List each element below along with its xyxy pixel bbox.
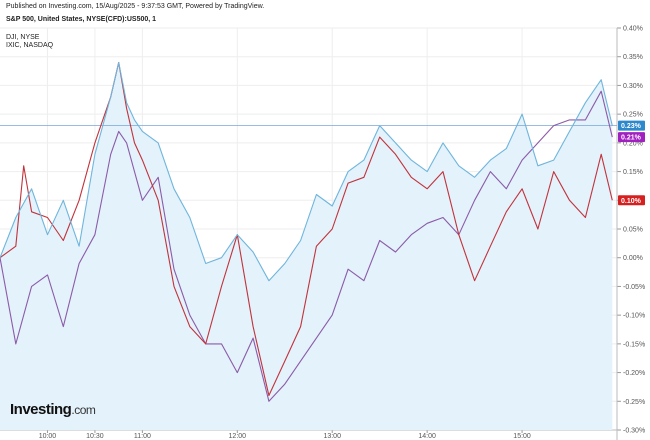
y-tick-label: 0.35% [623,54,643,61]
y-tick-label: -0.30% [623,428,645,435]
y-tick-label: -0.25% [623,399,645,406]
y-tick-label: 0.05% [623,227,643,234]
published-caption: Published on Investing.com, 15/Aug/2025 … [6,3,265,10]
dji-line [0,61,613,397]
badge-sp500 [618,120,645,131]
ixic-line [0,90,613,402]
x-tick-label: 11:00 [134,433,151,440]
legend-ixic: IXIC, NASDAQ [6,42,54,49]
badge-ixic-label: 0.21% [621,135,642,142]
y-tick-label: 0.40% [623,26,643,33]
brand-name: Investing [10,401,72,418]
badge-sp500-label: 0.23% [621,123,642,130]
x-tick-label: 10:30 [86,433,104,440]
y-tick-label: -0.05% [623,284,645,291]
y-tick-label: -0.15% [623,341,645,348]
chart-title: S&P 500, United States, NYSE(CFD):US500,… [6,16,157,23]
y-tick-label: -0.20% [623,370,645,377]
y-tick-label: 0.15% [623,169,643,176]
sp500-area [0,62,613,430]
y-tick-label: -0.10% [623,313,645,320]
sp500-line [0,61,613,282]
x-tick-label: 15:00 [513,433,531,440]
x-tick-label: 12:00 [229,433,247,440]
badge-ixic [618,132,645,143]
badge-dji-label: 0.10% [621,198,642,205]
badge-dji [618,195,645,206]
y-tick-label: 0.25% [623,112,643,119]
investing-logo: Investing.com [10,401,96,418]
legend-dji: DJI, NYSE [6,34,40,41]
y-tick-label: 0.20% [623,140,643,147]
x-tick-label: 13:00 [323,433,341,440]
x-tick-label: 10:00 [39,433,57,440]
brand-suffix: .com [71,403,96,417]
y-tick-label: 0.30% [623,83,643,90]
x-tick-label: 14:00 [418,433,436,440]
y-tick-label: 0.00% [623,255,643,262]
